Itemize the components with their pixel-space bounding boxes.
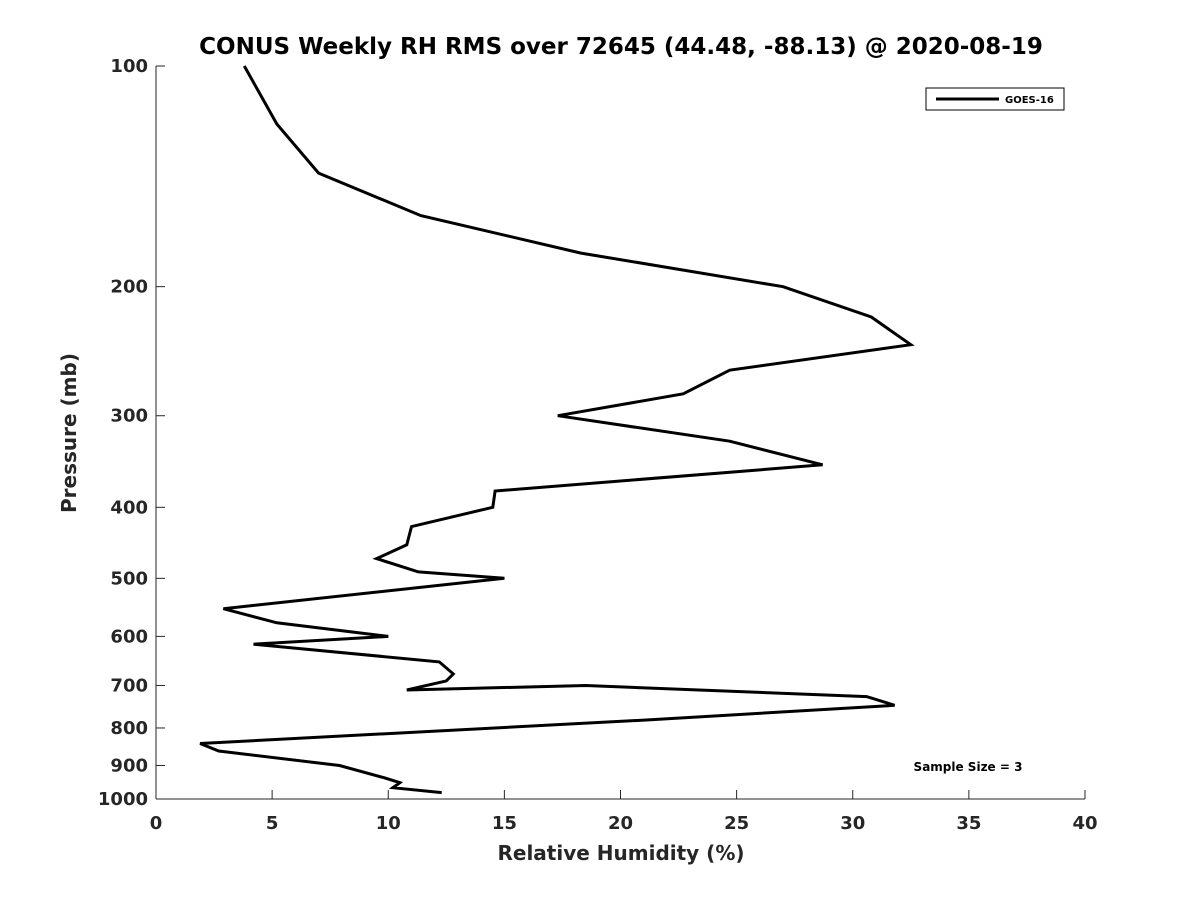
- y-tick-label: 400: [110, 497, 148, 518]
- y-tick-label: 100: [110, 56, 148, 77]
- y-tick-label: 700: [110, 675, 148, 696]
- legend: GOES-16: [925, 87, 1065, 111]
- y-tick-label: 900: [110, 755, 148, 776]
- x-tick-label: 10: [376, 813, 401, 834]
- x-tick-label: 25: [724, 813, 749, 834]
- ticks: 0 5 10 15 20 25 30 35 40 100 200 300 400 500 600 700 800…: [98, 56, 1098, 834]
- x-tick-label: 15: [492, 813, 517, 834]
- x-tick-label: 40: [1072, 813, 1097, 834]
- x-tick-label: 30: [840, 813, 865, 834]
- y-tick-label: 800: [110, 718, 148, 739]
- x-tick-label: 20: [608, 813, 633, 834]
- x-tick-label: 35: [956, 813, 981, 834]
- series-line-goes-16: [199, 65, 915, 795]
- y-tick-label: 200: [110, 277, 148, 298]
- series-layer: [199, 65, 915, 795]
- x-axis-label: Relative Humidity (%): [497, 841, 744, 865]
- y-tick-label: 500: [110, 568, 148, 589]
- x-tick-label: 0: [150, 813, 163, 834]
- x-tick-label: 5: [266, 813, 279, 834]
- y-axis-label: Pressure (mb): [57, 353, 81, 513]
- y-tick-label: 600: [110, 626, 148, 647]
- y-tick-label: 1000: [98, 789, 148, 810]
- chart-title: CONUS Weekly RH RMS over 72645 (44.48, -…: [199, 34, 1043, 60]
- sample-size-annotation: Sample Size = 3: [914, 760, 1023, 774]
- axes: [155, 66, 1085, 800]
- y-tick-label: 300: [110, 406, 148, 427]
- legend-entry-goes-16: GOES-16: [1005, 95, 1054, 106]
